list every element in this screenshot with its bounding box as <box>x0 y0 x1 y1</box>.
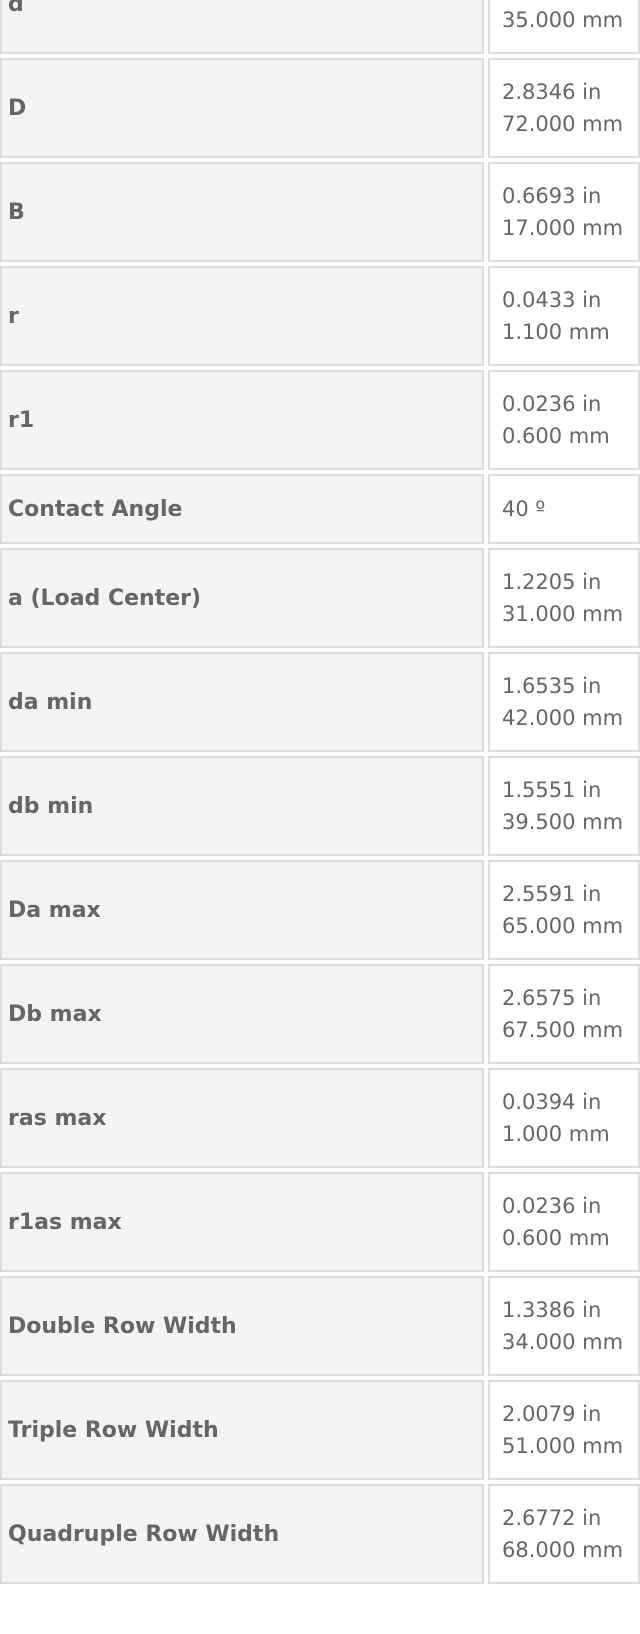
spec-label-text: Db max <box>8 1001 102 1027</box>
table-row: d 1.3780 in35.000 mm <box>0 0 640 54</box>
value-mm: 34.000 mm <box>502 1330 624 1354</box>
spec-label-text: B <box>8 199 25 225</box>
spec-label: d <box>0 0 484 54</box>
spec-value: 40 º <box>488 474 640 544</box>
spec-label: Double Row Width <box>0 1276 484 1376</box>
value-in: 1.5551 in <box>502 778 602 802</box>
spec-label-text: r1 <box>8 407 35 433</box>
spec-label-text: Contact Angle <box>8 496 183 522</box>
value-mm: 31.000 mm <box>502 602 624 626</box>
spec-value: 2.6772 in 68.000 mm <box>488 1484 640 1584</box>
spec-label-text: db min <box>8 793 94 819</box>
spec-label: r1 <box>0 370 484 470</box>
value-in: 0.0236 in <box>502 392 602 416</box>
value-in: 0.0394 in <box>502 1090 602 1114</box>
table-row: Contact Angle 40 º <box>0 474 640 544</box>
spec-value: 1.2205 in 31.000 mm <box>488 548 640 648</box>
value-mm: 51.000 mm <box>502 1434 624 1458</box>
spec-value: 2.5591 in 65.000 mm <box>488 860 640 960</box>
spec-value: 1.3780 in35.000 mm <box>488 0 640 54</box>
spec-value: 2.6575 in 67.500 mm <box>488 964 640 1064</box>
value-mm: 39.500 mm <box>502 810 624 834</box>
spec-value: 0.0236 in 0.600 mm <box>488 370 640 470</box>
spec-label-text: r <box>8 303 19 329</box>
spec-value: 0.6693 in 17.000 mm <box>488 162 640 262</box>
spec-label: da min <box>0 652 484 752</box>
table-row: Db max 2.6575 in 67.500 mm <box>0 964 640 1064</box>
spec-label-text: d <box>8 0 24 17</box>
value-in: 2.6575 in <box>502 986 602 1010</box>
value-mm: 65.000 mm <box>502 914 624 938</box>
spec-label: Triple Row Width <box>0 1380 484 1480</box>
value-mm: 67.500 mm <box>502 1018 624 1042</box>
table-row: Da max 2.5591 in 65.000 mm <box>0 860 640 960</box>
spec-label-text: Double Row Width <box>8 1313 237 1339</box>
value-in: 1.6535 in <box>502 674 602 698</box>
value-in: 2.6772 in <box>502 1506 602 1530</box>
value-mm: 0.600 mm <box>502 1226 610 1250</box>
spec-label-text: r1as max <box>8 1209 122 1235</box>
spec-label: r1as max <box>0 1172 484 1272</box>
spec-value: 0.0433 in 1.100 mm <box>488 266 640 366</box>
value-in: 1.3386 in <box>502 1298 602 1322</box>
value-in: 0.0236 in <box>502 1194 602 1218</box>
spec-label: a (Load Center) <box>0 548 484 648</box>
value-in: 2.8346 in <box>502 80 602 104</box>
value-mm: 42.000 mm <box>502 706 624 730</box>
spec-label: Da max <box>0 860 484 960</box>
value-in: 40 º <box>502 497 546 521</box>
spec-label-text: a (Load Center) <box>8 585 202 611</box>
spec-label: Db max <box>0 964 484 1064</box>
table-row: Triple Row Width 2.0079 in 51.000 mm <box>0 1380 640 1480</box>
spec-label: ras max <box>0 1068 484 1168</box>
table-row: Quadruple Row Width 2.6772 in 68.000 mm <box>0 1484 640 1584</box>
value-mm: 35.000 mm <box>502 8 624 32</box>
spec-value: 2.8346 in 72.000 mm <box>488 58 640 158</box>
spec-label-text: ras max <box>8 1105 107 1131</box>
spec-value: 2.0079 in 51.000 mm <box>488 1380 640 1480</box>
table-row: Double Row Width 1.3386 in 34.000 mm <box>0 1276 640 1376</box>
spec-label-text: Quadruple Row Width <box>8 1521 280 1547</box>
spec-label: Quadruple Row Width <box>0 1484 484 1584</box>
spec-value: 1.3386 in 34.000 mm <box>488 1276 640 1376</box>
table-row: r1 0.0236 in 0.600 mm <box>0 370 640 470</box>
value-in: 1.2205 in <box>502 570 602 594</box>
value-mm: 72.000 mm <box>502 112 624 136</box>
value-in: 2.5591 in <box>502 882 602 906</box>
spec-label: db min <box>0 756 484 856</box>
value-mm: 17.000 mm <box>502 216 624 240</box>
table-row: db min 1.5551 in 39.500 mm <box>0 756 640 856</box>
spec-label: B <box>0 162 484 262</box>
spec-label-text: Da max <box>8 897 101 923</box>
table-row: B 0.6693 in 17.000 mm <box>0 162 640 262</box>
table-row: da min 1.6535 in 42.000 mm <box>0 652 640 752</box>
spec-value: 1.6535 in 42.000 mm <box>488 652 640 752</box>
spec-value: 0.0394 in 1.000 mm <box>488 1068 640 1168</box>
spec-label: Contact Angle <box>0 474 484 544</box>
spec-label-text: Triple Row Width <box>8 1417 219 1443</box>
spec-label-text: da min <box>8 689 93 715</box>
spec-label: r <box>0 266 484 366</box>
value-mm: 68.000 mm <box>502 1538 624 1562</box>
value-in: 0.6693 in <box>502 184 602 208</box>
table-row: ras max 0.0394 in 1.000 mm <box>0 1068 640 1168</box>
spec-label-text: D <box>8 95 27 121</box>
value-mm: 0.600 mm <box>502 424 610 448</box>
value-in: 2.0079 in <box>502 1402 602 1426</box>
value-mm: 1.000 mm <box>502 1122 610 1146</box>
spec-value: 0.0236 in 0.600 mm <box>488 1172 640 1272</box>
table-row: D 2.8346 in 72.000 mm <box>0 58 640 158</box>
table-row: r1as max 0.0236 in 0.600 mm <box>0 1172 640 1272</box>
value-mm: 1.100 mm <box>502 320 610 344</box>
spec-value: 1.5551 in 39.500 mm <box>488 756 640 856</box>
table-row: r 0.0433 in 1.100 mm <box>0 266 640 366</box>
value-in: 0.0433 in <box>502 288 602 312</box>
specs-table: d 1.3780 in35.000 mm D 2.8346 in 72.000 mm… <box>0 0 640 1584</box>
spec-label: D <box>0 58 484 158</box>
table-row: a (Load Center) 1.2205 in 31.000 mm <box>0 548 640 648</box>
